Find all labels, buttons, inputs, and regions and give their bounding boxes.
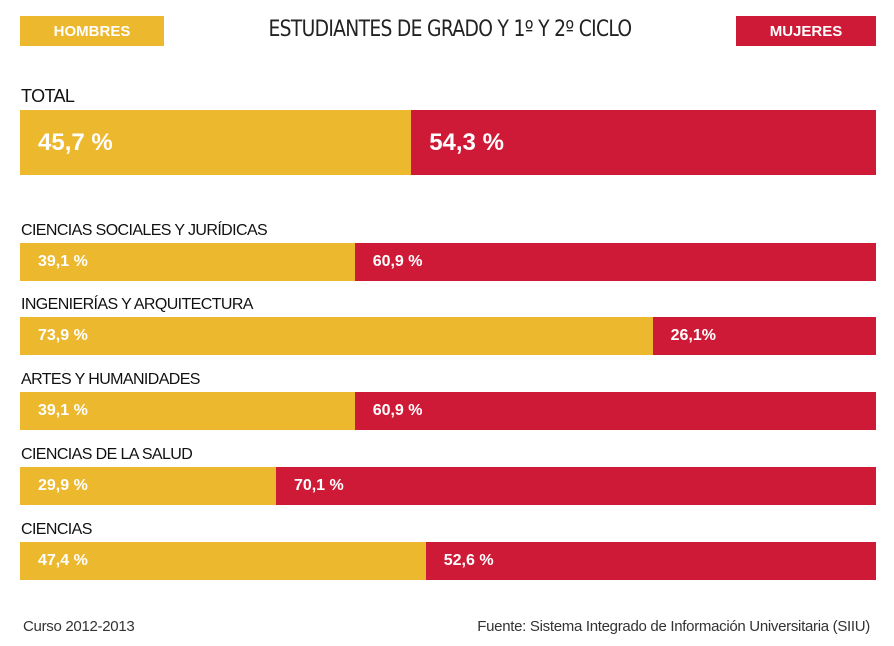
bar-segment-women: 70,1 % <box>275 467 876 505</box>
data-label: 73,9 % <box>38 327 88 344</box>
course-note: Curso 2012-2013 <box>23 618 135 635</box>
bar-row: 73,9 % 26,1% <box>20 317 876 355</box>
category-label: CIENCIAS DE LA SALUD <box>21 446 193 463</box>
bar-segment-men: 45,7 % <box>20 110 412 175</box>
bar-segment-women: 52,6 % <box>425 542 876 580</box>
bar-segment-men: 39,1 % <box>20 392 355 430</box>
bar-row: 29,9 % 70,1 % <box>20 467 876 505</box>
data-label: 39,1 % <box>38 253 88 270</box>
data-label: 52,6 % <box>443 552 494 569</box>
data-label: 60,9 % <box>372 402 423 419</box>
category-label: ARTES Y HUMANIDADES <box>21 371 200 388</box>
legend-men: HOMBRES <box>20 16 164 46</box>
data-label: 39,1 % <box>38 402 88 419</box>
bar-segment-women: 26,1% <box>652 317 876 355</box>
data-label: 60,9 % <box>372 253 423 270</box>
legend-women: MUJERES <box>736 16 876 46</box>
legend-men-label: HOMBRES <box>53 22 131 40</box>
bar-segment-women: 60,9 % <box>354 243 876 281</box>
bar-segment-women: 60,9 % <box>354 392 876 430</box>
category-label: CIENCIAS SOCIALES Y JURÍDICAS <box>21 222 268 239</box>
bar-row: 39,1 % 60,9 % <box>20 243 876 281</box>
category-label: TOTAL <box>21 86 75 106</box>
category-label: CIENCIAS <box>21 521 92 538</box>
legend-women-label: MUJERES <box>769 22 843 40</box>
data-label: 54,3 % <box>429 128 504 156</box>
bar-segment-men: 29,9 % <box>20 467 276 505</box>
bar-row: 39,1 % 60,9 % <box>20 392 876 430</box>
data-label: 29,9 % <box>38 477 88 494</box>
chart-title: ESTUDIANTES DE GRADO Y 1º Y 2º CICLO <box>268 17 633 42</box>
data-label: 70,1 % <box>293 477 344 494</box>
data-label: 26,1% <box>670 327 716 344</box>
source-note: Fuente: Sistema Integrado de Información… <box>477 618 870 635</box>
bar-segment-men: 39,1 % <box>20 243 355 281</box>
data-label: 45,7 % <box>38 128 113 156</box>
bar-segment-men: 47,4 % <box>20 542 426 580</box>
category-label: INGENIERÍAS Y ARQUITECTURA <box>21 296 253 313</box>
data-label: 47,4 % <box>38 552 88 569</box>
bar-row: 45,7 % 54,3 % <box>20 110 876 175</box>
bar-row: 47,4 % 52,6 % <box>20 542 876 580</box>
bar-segment-women: 54,3 % <box>411 110 876 175</box>
bar-segment-men: 73,9 % <box>20 317 653 355</box>
